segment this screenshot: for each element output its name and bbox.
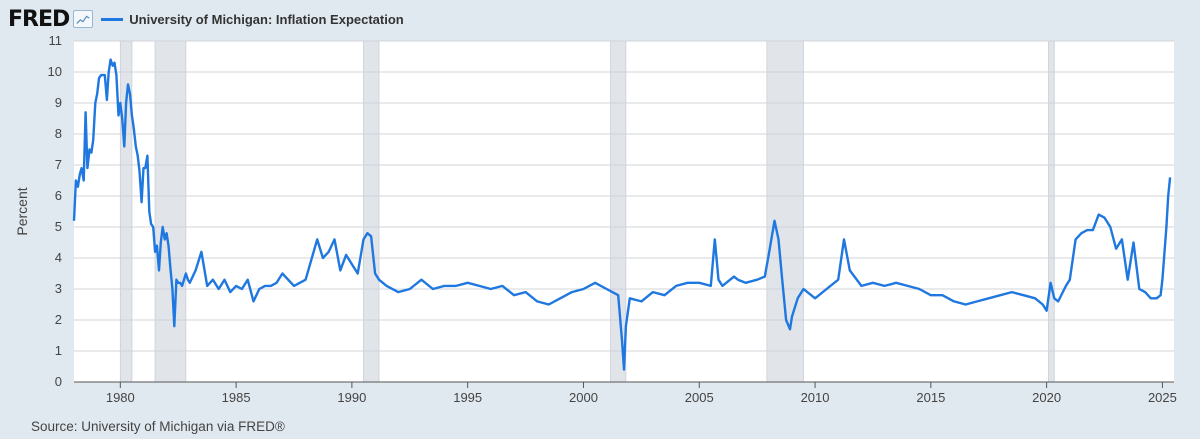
x-tick-label: 1985 — [222, 390, 251, 405]
series-line — [72, 58, 1172, 371]
y-tick-label: 4 — [55, 250, 62, 265]
x-tick-label: 2010 — [801, 390, 830, 405]
x-tick-label: 2015 — [916, 390, 945, 405]
fred-logo[interactable]: FRED — [8, 6, 70, 32]
y-tick-label: 6 — [55, 188, 62, 203]
y-tick-label: 0 — [55, 374, 62, 389]
recession-band — [610, 40, 627, 383]
recession-band — [154, 40, 187, 383]
y-tick-label: 11 — [49, 33, 63, 48]
x-tick-label: 2025 — [1148, 390, 1177, 405]
y-tick-label: 5 — [55, 219, 62, 234]
x-tick-label: 2000 — [569, 390, 598, 405]
y-tick-label: 10 — [48, 64, 62, 79]
x-tick-label: 1990 — [337, 390, 366, 405]
y-axis: 0 1 2 3 4 5 6 7 8 9 10 11 — [48, 33, 62, 389]
y-tick-label: 3 — [55, 281, 62, 296]
recession-band — [363, 40, 380, 383]
legend-swatch — [101, 17, 124, 21]
y-tick-label: 7 — [55, 157, 62, 172]
x-tick-label: 1995 — [453, 390, 482, 405]
x-tick-label: 1980 — [106, 390, 135, 405]
line-chart-icon — [73, 10, 94, 28]
x-axis: 1980 1985 1990 1995 2000 2005 2010 2015 2020 2025 — [106, 382, 1177, 405]
recession-band — [766, 40, 804, 383]
recession-shading — [119, 40, 1055, 383]
x-tick-label: 2005 — [685, 390, 714, 405]
y-axis-title: Percent — [14, 187, 30, 235]
y-tick-label: 9 — [55, 95, 62, 110]
y-tick-label: 8 — [55, 126, 62, 141]
source-note: Source: University of Michigan via FRED® — [31, 419, 285, 434]
y-tick-label: 2 — [55, 312, 62, 327]
chart-header: FRED University of Michigan: Inflation E… — [8, 4, 404, 34]
x-tick-label: 2020 — [1032, 390, 1061, 405]
y-tick-label: 1 — [55, 343, 62, 358]
legend-label: University of Michigan: Inflation Expect… — [129, 11, 404, 27]
recession-band — [1048, 40, 1055, 383]
